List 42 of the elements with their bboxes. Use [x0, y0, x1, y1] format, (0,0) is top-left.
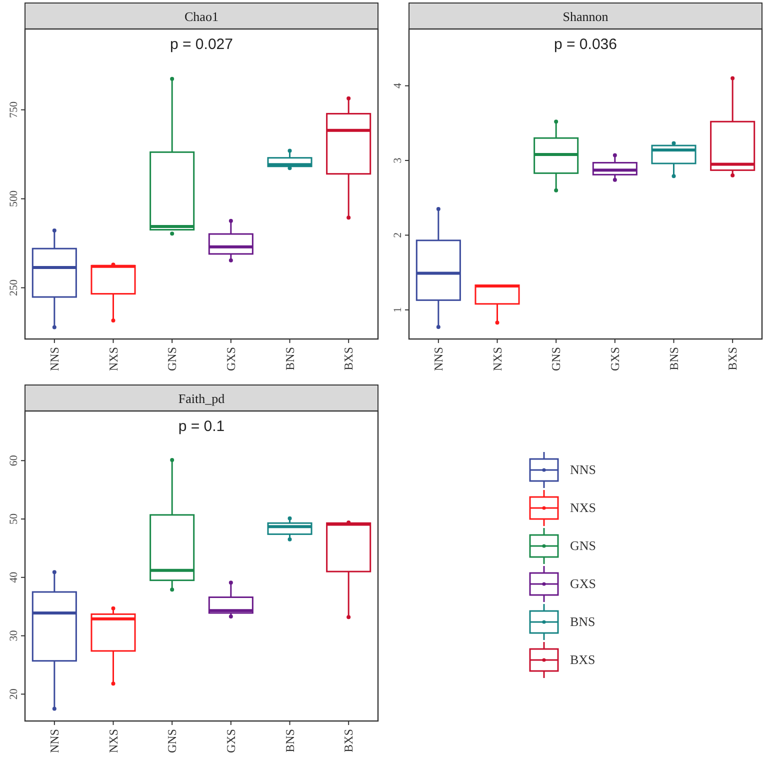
y-tick-label: 30	[8, 630, 20, 642]
y-tick-label: 40	[8, 571, 20, 583]
y-tick-label: 1	[392, 307, 404, 313]
legend-label: NNS	[570, 462, 596, 477]
x-tick-label: GNS	[549, 347, 564, 372]
y-tick-label: 4	[392, 82, 404, 89]
x-tick-label: BXS	[726, 347, 740, 370]
annotation: p = 0.027	[170, 36, 233, 53]
legend-label: BNS	[570, 614, 596, 629]
chart-title: Shannon	[562, 9, 609, 24]
x-tick-label: BNS	[282, 347, 297, 370]
legend-label: BXS	[570, 652, 596, 667]
legend-label: GXS	[570, 576, 596, 591]
y-tick-label: 750	[8, 101, 20, 118]
x-tick-label: NXS	[490, 347, 504, 372]
y-tick-label: 20	[8, 688, 20, 700]
y-tick-label: 500	[8, 190, 20, 208]
x-tick-label: GXS	[224, 347, 238, 372]
y-tick-label: 60	[8, 454, 20, 466]
chart-title: Faith_pd	[178, 391, 226, 406]
x-tick-label: NXS	[106, 347, 120, 372]
x-tick-label: BXS	[342, 347, 356, 370]
legend-label: NXS	[570, 500, 596, 515]
x-tick-label: GXS	[608, 347, 622, 372]
legend-label: GNS	[570, 538, 596, 553]
y-tick-label: 3	[392, 157, 404, 164]
y-tick-label: 2	[392, 232, 404, 238]
x-tick-label: BNS	[282, 729, 297, 752]
x-tick-label: BXS	[342, 729, 356, 752]
annotation: p = 0.036	[554, 36, 617, 53]
x-tick-label: NNS	[47, 729, 62, 754]
x-tick-label: NNS	[431, 347, 446, 372]
y-tick-label: 250	[8, 279, 20, 296]
x-tick-label: BNS	[666, 347, 681, 370]
x-tick-label: GXS	[224, 729, 238, 754]
x-tick-label: GNS	[165, 347, 180, 372]
annotation: p = 0.1	[178, 418, 225, 435]
x-tick-label: GNS	[165, 729, 180, 754]
x-tick-label: NXS	[106, 729, 120, 754]
x-tick-label: NNS	[47, 347, 62, 372]
chart-title: Chao1	[184, 9, 218, 24]
y-tick-label: 50	[8, 513, 20, 525]
